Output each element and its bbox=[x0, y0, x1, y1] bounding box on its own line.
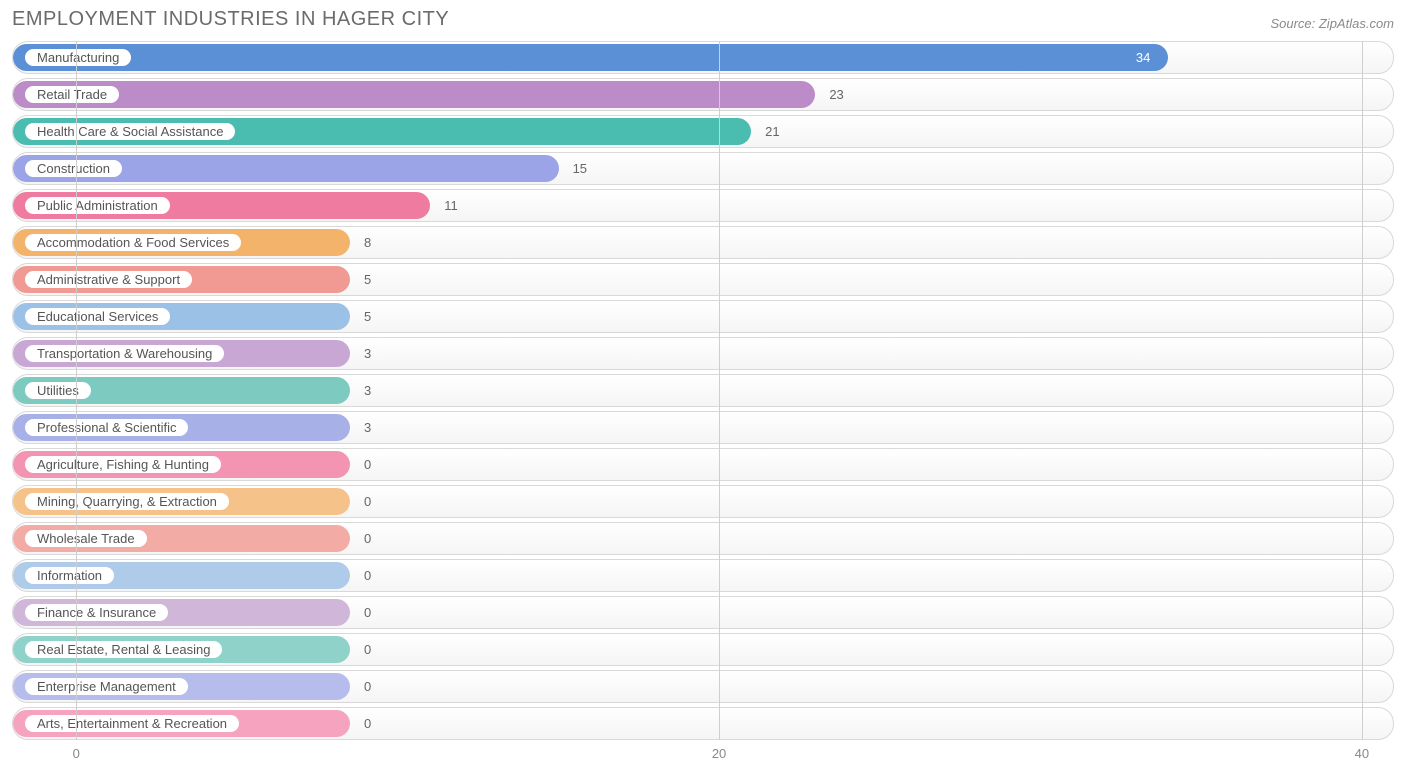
bar-value: 8 bbox=[356, 227, 379, 258]
bar-value: 0 bbox=[356, 597, 379, 628]
bar-label: Wholesale Trade bbox=[23, 528, 149, 549]
bar-label: Transportation & Warehousing bbox=[23, 343, 226, 364]
bar-row: Professional & Scientific 3 bbox=[12, 411, 1394, 444]
bar-fill bbox=[13, 44, 1168, 71]
bar-label: Construction bbox=[23, 158, 124, 179]
bar-value: 15 bbox=[565, 153, 595, 184]
bar-value: 0 bbox=[356, 523, 379, 554]
axis-tick: 0 bbox=[73, 746, 80, 761]
bar-label: Mining, Quarrying, & Extraction bbox=[23, 491, 231, 512]
bar-row: Finance & Insurance 0 bbox=[12, 596, 1394, 629]
bar-value: 5 bbox=[356, 301, 379, 332]
bar-label: Professional & Scientific bbox=[23, 417, 190, 438]
axis-tick: 40 bbox=[1355, 746, 1369, 761]
bar-value: 0 bbox=[356, 486, 379, 517]
bar-row: Wholesale Trade 0 bbox=[12, 522, 1394, 555]
bar-label: Health Care & Social Assistance bbox=[23, 121, 237, 142]
chart-area: Manufacturing 34 Retail Trade 23 Health Care… bbox=[12, 41, 1394, 740]
bar-row: Information 0 bbox=[12, 559, 1394, 592]
bar-label: Arts, Entertainment & Recreation bbox=[23, 713, 241, 734]
bar-row: Public Administration 11 bbox=[12, 189, 1394, 222]
bar-value: 0 bbox=[356, 708, 379, 739]
chart-title: EMPLOYMENT INDUSTRIES IN HAGER CITY bbox=[12, 8, 449, 31]
bar-label: Finance & Insurance bbox=[23, 602, 170, 623]
bar-fill bbox=[13, 81, 815, 108]
bar-row: Real Estate, Rental & Leasing 0 bbox=[12, 633, 1394, 666]
bar-row: Educational Services 5 bbox=[12, 300, 1394, 333]
bar-row: Accommodation & Food Services 8 bbox=[12, 226, 1394, 259]
bar-row: Utilities 3 bbox=[12, 374, 1394, 407]
bar-label: Public Administration bbox=[23, 195, 172, 216]
bar-label: Manufacturing bbox=[23, 47, 133, 68]
bar-label: Retail Trade bbox=[23, 84, 121, 105]
bar-row: Arts, Entertainment & Recreation 0 bbox=[12, 707, 1394, 740]
bar-label: Enterprise Management bbox=[23, 676, 190, 697]
bar-label: Information bbox=[23, 565, 116, 586]
bar-row: Mining, Quarrying, & Extraction 0 bbox=[12, 485, 1394, 518]
bar-label: Accommodation & Food Services bbox=[23, 232, 243, 253]
chart-source: Source: ZipAtlas.com bbox=[1270, 16, 1394, 31]
bar-value: 0 bbox=[356, 671, 379, 702]
x-axis: 0 20 40 bbox=[12, 744, 1394, 768]
bar-row: Manufacturing 34 bbox=[12, 41, 1394, 74]
chart-header: EMPLOYMENT INDUSTRIES IN HAGER CITY Sour… bbox=[12, 8, 1394, 31]
bar-row: Administrative & Support 5 bbox=[12, 263, 1394, 296]
bar-label: Real Estate, Rental & Leasing bbox=[23, 639, 224, 660]
bar-label: Utilities bbox=[23, 380, 93, 401]
bar-rows-container: Manufacturing 34 Retail Trade 23 Health Care… bbox=[12, 41, 1394, 740]
bar-value: 3 bbox=[356, 412, 379, 443]
bar-value: 3 bbox=[356, 375, 379, 406]
bar-label: Administrative & Support bbox=[23, 269, 194, 290]
bar-row: Retail Trade 23 bbox=[12, 78, 1394, 111]
bar-label: Agriculture, Fishing & Hunting bbox=[23, 454, 223, 475]
bar-value: 5 bbox=[356, 264, 379, 295]
bar-label: Educational Services bbox=[23, 306, 172, 327]
axis-tick: 20 bbox=[712, 746, 726, 761]
bar-value: 21 bbox=[757, 116, 787, 147]
bar-value: 0 bbox=[356, 449, 379, 480]
bar-row: Agriculture, Fishing & Hunting 0 bbox=[12, 448, 1394, 481]
bar-value: 11 bbox=[436, 190, 466, 221]
bar-row: Construction 15 bbox=[12, 152, 1394, 185]
bar-value: 34 bbox=[1128, 42, 1158, 73]
bar-value: 23 bbox=[821, 79, 851, 110]
bar-value: 3 bbox=[356, 338, 379, 369]
bar-row: Transportation & Warehousing 3 bbox=[12, 337, 1394, 370]
bar-value: 0 bbox=[356, 634, 379, 665]
bar-value: 0 bbox=[356, 560, 379, 591]
bar-row: Health Care & Social Assistance 21 bbox=[12, 115, 1394, 148]
bar-row: Enterprise Management 0 bbox=[12, 670, 1394, 703]
